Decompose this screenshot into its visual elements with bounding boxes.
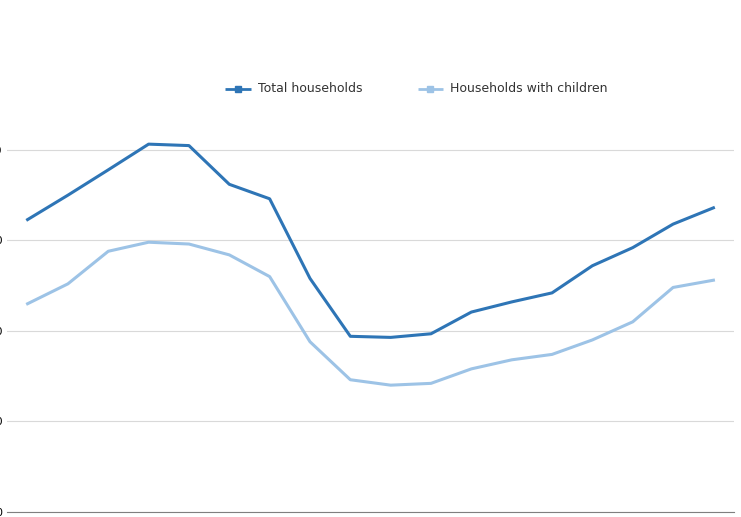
Text: Households with children: Households with children xyxy=(451,82,608,95)
Text: Total households: Total households xyxy=(258,82,362,95)
Text: Figure 12: Number of households in temporary accommodation, 2002 to Q1
2019: Figure 12: Number of households in tempo… xyxy=(15,23,582,53)
